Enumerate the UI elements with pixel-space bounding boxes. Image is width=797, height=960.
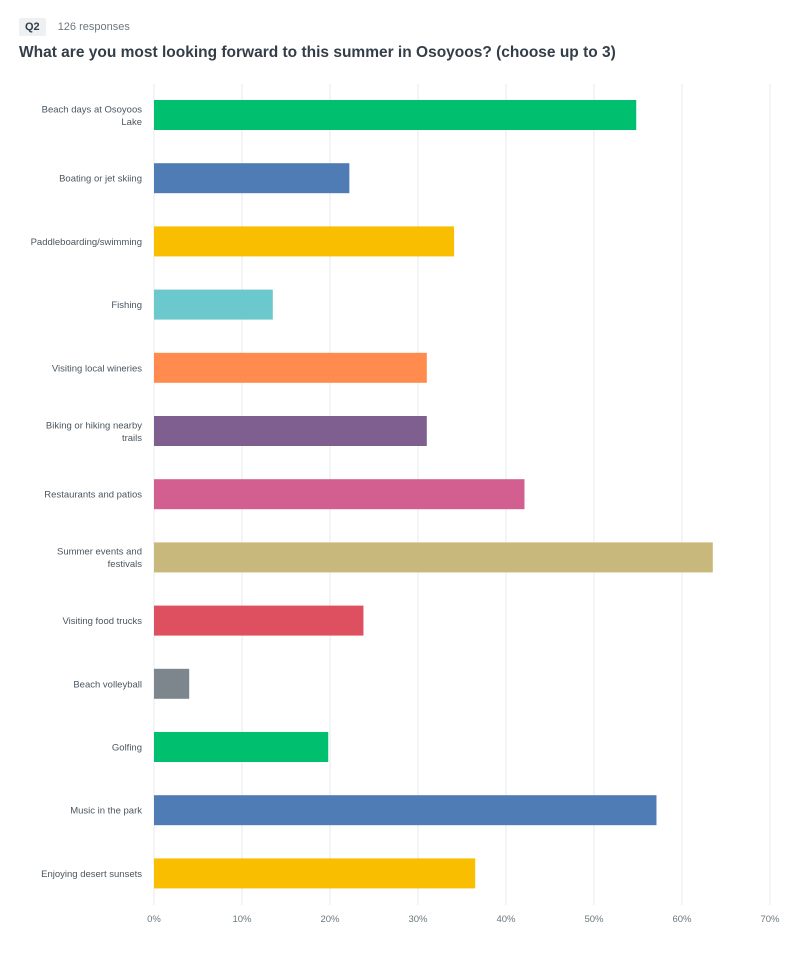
category-label: Music in the park <box>70 806 142 817</box>
category-label: Paddleboarding/swimming <box>31 237 142 248</box>
x-tick-label: 20% <box>320 914 340 925</box>
question-header: Q2 126 responses <box>19 18 130 36</box>
bar <box>154 416 427 446</box>
category-label: Biking or hiking nearby trails <box>46 420 142 444</box>
category-label: Boating or jet skiing <box>59 174 142 185</box>
bar <box>154 858 476 889</box>
x-tick-label: 30% <box>408 914 428 925</box>
category-label: Restaurants and patios <box>44 490 142 501</box>
x-tick-label: 10% <box>232 914 252 925</box>
x-tick-label: 50% <box>584 914 604 925</box>
category-label: Visiting food trucks <box>62 616 142 627</box>
x-tick-label: 0% <box>147 914 161 925</box>
x-tick-label: 40% <box>496 914 516 925</box>
category-label: Summer events and festivals <box>57 547 142 571</box>
bar <box>154 795 657 826</box>
bar <box>154 479 525 510</box>
bar <box>154 226 455 257</box>
bar <box>154 542 713 573</box>
x-tick-label: 60% <box>672 914 692 925</box>
bar <box>154 605 364 636</box>
category-label: Fishing <box>111 300 142 311</box>
category-label: Golfing <box>112 743 142 754</box>
question-number-badge: Q2 <box>19 18 46 36</box>
category-label: Visiting local wineries <box>52 363 142 374</box>
category-label: Beach volleyball <box>73 679 142 690</box>
category-label: Beach days at Osoyoos Lake <box>42 104 143 128</box>
bar <box>154 668 190 699</box>
bar <box>154 732 329 762</box>
bar <box>154 100 637 130</box>
question-title: What are you most looking forward to thi… <box>19 44 616 61</box>
bar <box>154 289 273 320</box>
response-count: 126 responses <box>57 21 130 33</box>
category-label: Enjoying desert sunsets <box>41 869 142 880</box>
bar <box>154 163 350 194</box>
x-tick-label: 70% <box>760 914 780 925</box>
bar <box>154 352 427 383</box>
